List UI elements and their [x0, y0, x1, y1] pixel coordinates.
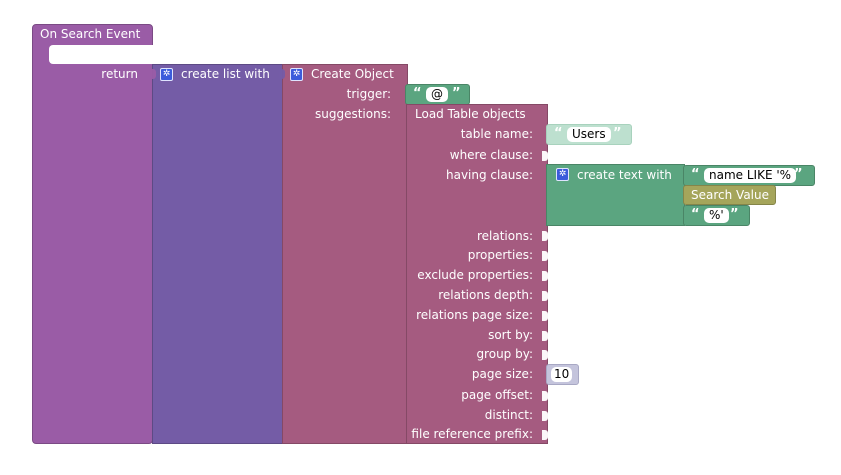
- load-table-block[interactable]: Load Table objects table name: where cla…: [406, 104, 548, 444]
- field-file-reference-prefix: file reference prefix:: [411, 427, 533, 441]
- text-part-3-block[interactable]: “ %' ”: [683, 205, 750, 226]
- input-connector[interactable]: [542, 350, 548, 360]
- input-connector[interactable]: [542, 331, 548, 341]
- field-exclude-properties: exclude properties:: [417, 268, 533, 282]
- field-having-clause: having clause:: [446, 168, 533, 182]
- field-relations-depth: relations depth:: [438, 288, 533, 302]
- page-size-field[interactable]: 10: [551, 367, 573, 382]
- input-connector[interactable]: [542, 430, 548, 440]
- text-part-1-block[interactable]: “ name LIKE '% ”: [683, 165, 815, 186]
- field-properties: properties:: [467, 248, 533, 262]
- open-quote-icon: “: [554, 126, 563, 141]
- close-quote-icon: ”: [794, 167, 803, 182]
- create-list-label: create list with: [181, 67, 270, 81]
- object-input-connector: [279, 69, 285, 79]
- input-connector[interactable]: [542, 291, 548, 301]
- on-search-event-block[interactable]: On Search Event return: [32, 24, 159, 444]
- gear-icon[interactable]: ✲: [160, 68, 173, 81]
- page-size-number-block[interactable]: 10: [546, 364, 579, 385]
- search-value-label: Search Value: [691, 188, 769, 202]
- open-quote-icon: “: [691, 167, 700, 182]
- field-where-clause: where clause:: [449, 148, 533, 162]
- input-connector[interactable]: [542, 391, 548, 401]
- field-sort-by: sort by:: [488, 328, 533, 342]
- field-table-name: table name:: [460, 127, 533, 141]
- field-page-size: page size:: [471, 367, 533, 381]
- input-connector[interactable]: [542, 231, 548, 241]
- trigger-text-block[interactable]: “ @ ”: [405, 84, 470, 105]
- trigger-label: trigger:: [346, 87, 391, 101]
- field-distinct: distinct:: [484, 408, 533, 422]
- open-quote-icon: “: [413, 86, 422, 101]
- create-list-block[interactable]: ✲ create list with: [150, 64, 283, 444]
- field-page-offset: page offset:: [461, 388, 533, 402]
- field-relations-page-size: relations page size:: [416, 308, 533, 322]
- close-quote-icon: ”: [730, 207, 739, 222]
- text-part-1-field[interactable]: name LIKE '%: [704, 168, 797, 183]
- table-name-text-block[interactable]: “ Users ”: [546, 124, 632, 145]
- suggestions-label: suggestions:: [314, 107, 391, 121]
- create-object-block[interactable]: ✲ Create Object trigger: suggestions:: [279, 64, 408, 444]
- input-connector[interactable]: [542, 271, 548, 281]
- table-name-field[interactable]: Users: [567, 127, 611, 142]
- text-part-3-field[interactable]: %': [704, 208, 729, 223]
- gear-icon[interactable]: ✲: [290, 68, 303, 81]
- close-quote-icon: ”: [613, 126, 622, 141]
- gear-icon[interactable]: ✲: [556, 168, 569, 181]
- search-value-block[interactable]: Search Value: [683, 185, 776, 205]
- input-connector[interactable]: [542, 411, 548, 421]
- open-quote-icon: “: [691, 207, 700, 222]
- input-connector[interactable]: [542, 311, 548, 321]
- create-text-block[interactable]: ✲ create text with: [546, 164, 685, 226]
- return-label: return: [101, 67, 138, 81]
- create-text-label: create text with: [577, 168, 672, 182]
- trigger-text-field[interactable]: @: [426, 87, 448, 102]
- field-relations: relations:: [476, 229, 533, 243]
- close-quote-icon: ”: [452, 86, 461, 101]
- input-connector[interactable]: [542, 151, 548, 161]
- list-input-connector: [150, 69, 156, 79]
- statement-slot: [49, 45, 159, 64]
- create-object-label: Create Object: [311, 67, 394, 81]
- event-title: On Search Event: [40, 27, 141, 41]
- load-table-title: Load Table objects: [415, 107, 526, 121]
- field-group-by: group by:: [476, 347, 533, 361]
- input-connector[interactable]: [542, 251, 548, 261]
